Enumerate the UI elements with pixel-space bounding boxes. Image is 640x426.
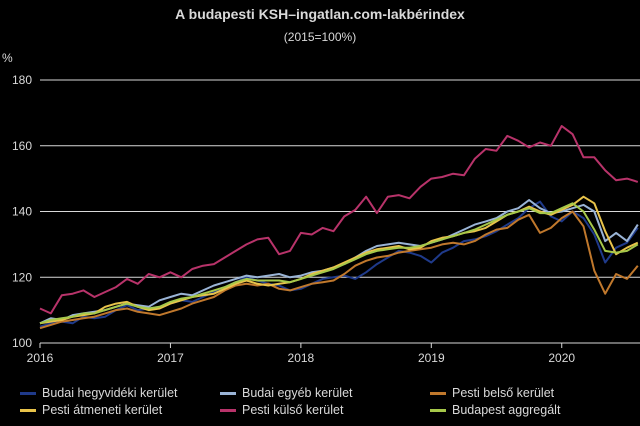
series-line-3 (39, 210, 639, 330)
y-tick-label: 160 (12, 139, 32, 153)
legend-label: Pesti külső kerület (242, 403, 344, 417)
legend-label: Pesti belső kerület (452, 386, 555, 400)
x-tick-label: 2019 (418, 351, 445, 365)
legend-swatch (20, 408, 36, 412)
legend-swatch (220, 391, 236, 395)
x-tick-label: 2017 (157, 351, 184, 365)
legend-swatch (430, 391, 446, 395)
x-tick-label: 2020 (548, 351, 575, 365)
legend-item: Budai egyéb kerület (220, 386, 353, 400)
legend-swatch (220, 408, 236, 412)
legend-item: Budai hegyvidéki kerület (20, 386, 178, 400)
legend-swatch (430, 408, 446, 412)
legend-item: Pesti átmeneti kerület (20, 403, 162, 417)
legend-swatch (20, 391, 36, 395)
legend-label: Budapest aggregált (452, 403, 561, 417)
y-tick-label: 180 (12, 73, 32, 87)
series-line-6 (39, 202, 639, 325)
chart-title: A budapesti KSH–ingatlan.com-lakbérindex (175, 6, 465, 22)
legend-label: Budai hegyvidéki kerület (42, 386, 178, 400)
y-axis-unit-label: % (2, 51, 13, 65)
series-line-5 (39, 125, 639, 315)
legend-label: Budai egyéb kerület (242, 386, 353, 400)
y-tick-label: 140 (12, 205, 32, 219)
y-tick-label: 100 (12, 336, 32, 350)
legend-item: Pesti belső kerület (430, 386, 554, 400)
legend-item: Pesti külső kerület (220, 403, 343, 417)
chart-subtitle: (2015=100%) (283, 30, 357, 44)
y-tick-label: 120 (12, 270, 32, 284)
x-tick-label: 2016 (27, 351, 54, 365)
x-tick-label: 2018 (288, 351, 315, 365)
legend-label: Pesti átmeneti kerület (42, 403, 163, 417)
legend-item: Budapest aggregált (430, 403, 560, 417)
